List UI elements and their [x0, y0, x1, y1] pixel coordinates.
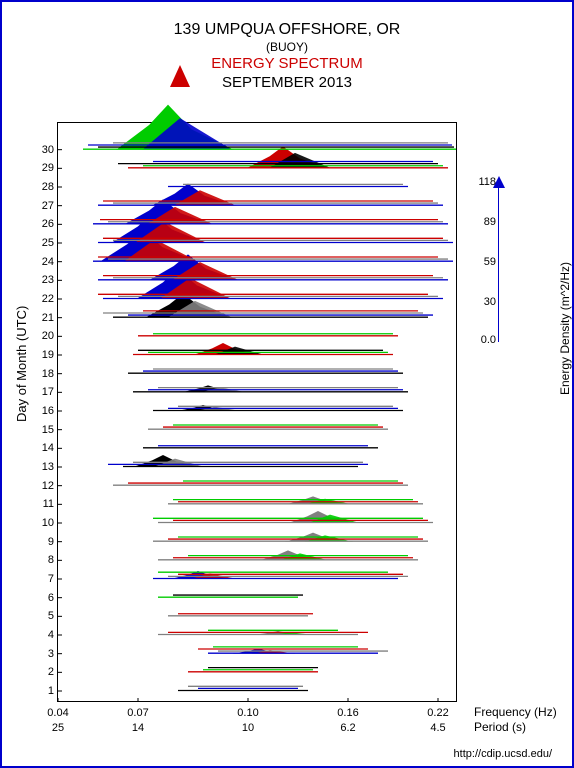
y-tick: 20 — [36, 330, 54, 342]
density-axis-label: Energy Density (m^2/Hz) — [558, 262, 572, 395]
x-axis-freq-label: Frequency (Hz) — [474, 705, 557, 719]
x-tick-freq: 0.10 — [237, 707, 258, 719]
plot-area: 1234567891011121314151617181920212223242… — [57, 122, 457, 702]
y-tick: 30 — [36, 144, 54, 156]
y-tick: 21 — [36, 312, 54, 324]
y-tick: 13 — [36, 461, 54, 473]
x-tick-period: 4.5 — [430, 722, 445, 734]
spectrum-svg — [58, 123, 458, 703]
y-tick: 4 — [36, 629, 54, 641]
y-tick: 2 — [36, 666, 54, 678]
title-station: 139 UMPQUA OFFSHORE, OR — [2, 20, 572, 40]
y-tick: 28 — [36, 181, 54, 193]
y-tick: 1 — [36, 685, 54, 697]
x-tick-period: 6.2 — [340, 722, 355, 734]
y-tick: 17 — [36, 386, 54, 398]
x-tick-period: 10 — [242, 722, 254, 734]
y-tick: 9 — [36, 536, 54, 548]
y-tick: 14 — [36, 442, 54, 454]
density-tick: 89 — [470, 216, 496, 228]
density-tick: 0.0 — [470, 334, 496, 346]
y-tick: 11 — [36, 498, 54, 510]
figure-container: 139 UMPQUA OFFSHORE, OR (BUOY) ENERGY SP… — [0, 0, 574, 768]
title-peak-decoration — [170, 65, 190, 87]
y-tick: 19 — [36, 349, 54, 361]
y-tick: 16 — [36, 405, 54, 417]
x-tick-freq: 0.16 — [337, 707, 358, 719]
y-tick: 12 — [36, 480, 54, 492]
y-tick: 29 — [36, 162, 54, 174]
y-tick: 3 — [36, 648, 54, 660]
density-tick: 118 — [470, 176, 496, 188]
density-tick: 59 — [470, 256, 496, 268]
x-tick-freq: 0.04 — [47, 707, 68, 719]
y-tick: 7 — [36, 573, 54, 585]
y-tick: 5 — [36, 610, 54, 622]
title-product: ENERGY SPECTRUM — [2, 55, 572, 74]
density-tick: 30 — [470, 296, 496, 308]
y-tick: 18 — [36, 368, 54, 380]
y-tick: 22 — [36, 293, 54, 305]
y-tick: 6 — [36, 592, 54, 604]
source-url: http://cdip.ucsd.edu/ — [454, 748, 552, 760]
x-tick-freq: 0.22 — [427, 707, 448, 719]
y-tick: 23 — [36, 274, 54, 286]
y-tick: 26 — [36, 218, 54, 230]
y-tick: 8 — [36, 554, 54, 566]
y-tick: 25 — [36, 237, 54, 249]
y-tick: 15 — [36, 424, 54, 436]
density-axis-line — [498, 182, 499, 342]
x-tick-period: 25 — [52, 722, 64, 734]
y-tick: 27 — [36, 200, 54, 212]
title-date: SEPTEMBER 2013 — [2, 74, 572, 93]
y-tick: 10 — [36, 517, 54, 529]
y-tick: 24 — [36, 256, 54, 268]
y-axis-label: Day of Month (UTC) — [14, 306, 29, 422]
energy-density-axis: Energy Density (m^2/Hz) 1188959300.0 — [482, 182, 556, 342]
x-axis-period-label: Period (s) — [474, 720, 526, 734]
title-block: 139 UMPQUA OFFSHORE, OR (BUOY) ENERGY SP… — [2, 2, 572, 93]
x-tick-freq: 0.07 — [127, 707, 148, 719]
title-type: (BUOY) — [2, 40, 572, 55]
x-tick-period: 14 — [132, 722, 144, 734]
